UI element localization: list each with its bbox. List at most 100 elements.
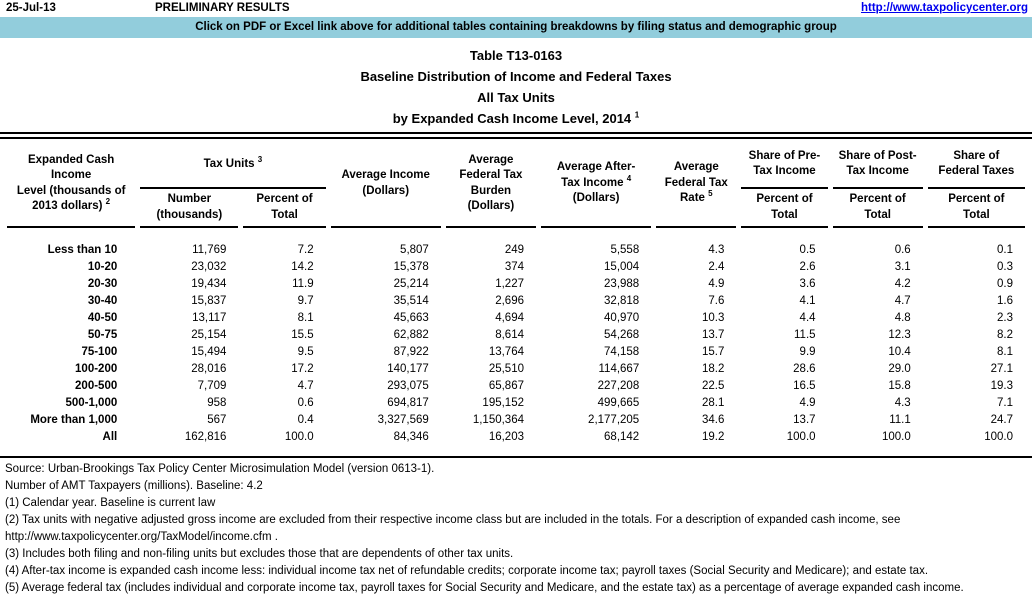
income-distribution-table: Expanded Cash Income Level (thousands of… [2, 141, 1030, 445]
income-level-label: 10-20 [87, 260, 118, 273]
income-level-label: 40-50 [87, 311, 118, 324]
data-cell: 13.7 [793, 413, 816, 426]
data-cell: 24.7 [990, 413, 1013, 426]
data-cell: 0.3 [997, 260, 1013, 273]
col-header-average-income: Average Income (Dollars) [330, 141, 441, 228]
data-cell: 23,988 [604, 277, 640, 290]
table-row: 10-20 23,032 14.2 15,378 374 15,004 2.4 2.6 3.1 0… [7, 258, 1025, 275]
data-cell: 10.4 [888, 345, 911, 358]
data-cell: 4.3 [894, 396, 911, 409]
data-cell: 28,016 [191, 362, 227, 375]
subheader-percent-of-total-taxunits: Percent of Total [243, 189, 326, 228]
info-banner: Click on PDF or Excel link above for add… [0, 17, 1032, 38]
data-cell: 5,807 [400, 243, 429, 256]
table-number-title: Table T13-0163 [469, 48, 563, 63]
data-cell: 10.3 [701, 311, 725, 324]
data-cell: 74,158 [604, 345, 640, 358]
site-url-container: http://www.taxpolicycenter.org [861, 2, 1028, 14]
data-cell: 9.5 [297, 345, 314, 358]
table-row: 500-1,000 958 0.6 694,817 195,152 499,665 28.1… [7, 394, 1025, 411]
income-level-label: More than 1,000 [30, 413, 118, 426]
table-row: 100-200 28,016 17.2 140,177 25,510 114,667 18.… [7, 360, 1025, 377]
data-cell: 100.0 [284, 430, 314, 443]
data-cell: 0.6 [894, 243, 911, 256]
footnotes: Source: Urban-Brookings Tax Policy Cente… [0, 458, 1032, 597]
data-cell: 3.1 [894, 260, 911, 273]
income-level-label: 100-200 [75, 362, 118, 375]
col-header-share-federal-taxes: Share of Federal Taxes [927, 141, 1025, 189]
data-cell: 8,614 [495, 328, 524, 341]
table-row: More than 1,000 567 0.4 3,327,569 1,150,364 2… [7, 411, 1025, 428]
data-cell: 23,032 [191, 260, 227, 273]
data-cell: 29.0 [888, 362, 911, 375]
income-level-label: 500-1,000 [65, 396, 118, 409]
income-level-label: 30-40 [87, 294, 118, 307]
data-cell: 4.7 [894, 294, 911, 307]
footnote-line: (2) Tax units with negative adjusted gro… [5, 514, 901, 526]
report-date: 25-Jul-13 [6, 2, 56, 14]
data-cell: 1.6 [997, 294, 1013, 307]
col-header-average-after-tax-income: Average After- Tax Income 4 (Dollars) [541, 141, 652, 228]
data-cell: 16,203 [488, 430, 524, 443]
data-cell: 3,327,569 [377, 413, 429, 426]
data-cell: 4,694 [495, 311, 524, 324]
data-cell: 14.2 [291, 260, 314, 273]
data-cell: 25,154 [191, 328, 227, 341]
col-header-share-pre-tax-income: Share of Pre- Tax Income [741, 141, 828, 189]
data-cell: 3.6 [799, 277, 816, 290]
data-cell: 0.6 [297, 396, 314, 409]
data-cell: 19.3 [990, 379, 1013, 392]
spacer-row [7, 228, 1025, 241]
data-cell: 2.4 [708, 260, 725, 273]
data-cell: 227,208 [597, 379, 640, 392]
top-bar: 25-Jul-13 PRELIMINARY RESULTS http://www… [0, 0, 1032, 17]
col-header-share-post-tax-income: Share of Post- Tax Income [832, 141, 923, 189]
data-cell: 32,818 [604, 294, 640, 307]
data-cell: 4.3 [708, 243, 725, 256]
footnote-line: (4) After-tax income is expanded cash in… [5, 565, 929, 577]
double-rule-divider [0, 132, 1032, 139]
data-cell: 2.6 [799, 260, 816, 273]
data-cell: 35,514 [393, 294, 429, 307]
table-subtitle-1: Baseline Distribution of Income and Fede… [360, 69, 672, 84]
data-cell: 4.7 [297, 379, 314, 392]
data-cell: 7.1 [997, 396, 1013, 409]
table-row: 30-40 15,837 9.7 35,514 2,696 32,818 7.6 4.1 4.7… [7, 292, 1025, 309]
data-cell: 54,268 [604, 328, 640, 341]
data-cell: 140,177 [387, 362, 429, 375]
data-cell: 45,663 [393, 311, 429, 324]
footnote-line: http://www.taxpolicycenter.org/TaxModel/… [5, 531, 278, 543]
data-cell: 19,434 [191, 277, 227, 290]
col-header-average-federal-tax-rate: Average Federal Tax Rate 5 [656, 141, 737, 228]
table-row: 200-500 7,709 4.7 293,075 65,867 227,208 22.5 1… [7, 377, 1025, 394]
data-cell: 567 [207, 413, 227, 426]
data-cell: 8.2 [997, 328, 1013, 341]
data-cell: 13.7 [701, 328, 725, 341]
data-cell: 4.9 [799, 396, 816, 409]
data-cell: 11.1 [889, 413, 911, 426]
data-cell: 15,378 [393, 260, 429, 273]
income-level-label: 20-30 [87, 277, 118, 290]
data-cell: 15.8 [888, 379, 911, 392]
data-cell: 100.0 [984, 430, 1013, 443]
income-level-label: Less than 10 [47, 243, 118, 256]
data-cell: 293,075 [387, 379, 429, 392]
data-cell: 84,346 [393, 430, 429, 443]
data-cell: 28.1 [701, 396, 725, 409]
data-cell: 13,117 [192, 311, 227, 324]
data-cell: 4.2 [894, 277, 911, 290]
footnote-line: Number of AMT Taxpayers (millions). Base… [5, 480, 263, 492]
data-cell: 68,142 [604, 430, 640, 443]
data-cell: 8.1 [297, 311, 314, 324]
data-cell: 2,696 [495, 294, 524, 307]
taxpolicycenter-link[interactable]: http://www.taxpolicycenter.org [861, 2, 1028, 14]
data-cell: 11.9 [292, 277, 314, 290]
data-cell: 87,922 [393, 345, 429, 358]
data-cell: 2.3 [997, 311, 1013, 324]
data-cell: 4.9 [708, 277, 725, 290]
data-cell: 25,214 [393, 277, 429, 290]
data-cell: 34.6 [701, 413, 725, 426]
footnote-line: (1) Calendar year. Baseline is current l… [5, 497, 216, 509]
data-cell: 13,764 [488, 345, 524, 358]
data-cell: 7,709 [197, 379, 227, 392]
